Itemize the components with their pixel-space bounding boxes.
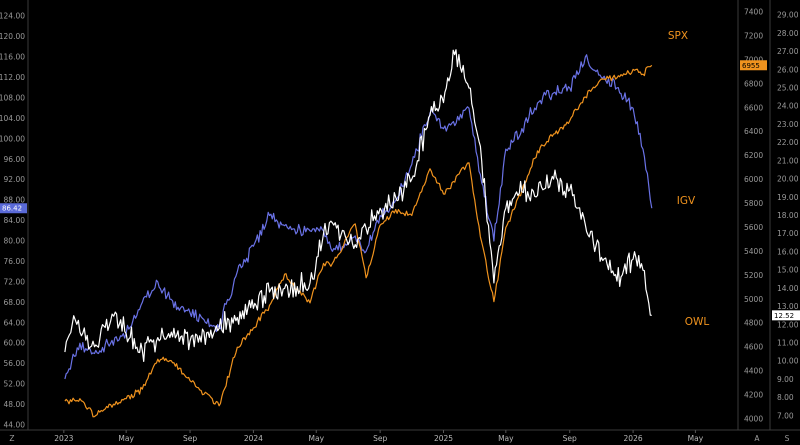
mid-axis-tick: 5600	[744, 223, 763, 232]
mid-axis-tick: 6800	[744, 79, 763, 88]
right-axis-tick: 9.00	[777, 375, 794, 384]
left-axis-tick: 64.00	[4, 318, 26, 327]
x-tick-label: May	[309, 434, 325, 443]
x-tick-label: 2025	[434, 434, 453, 443]
mid-axis-tick: 6000	[744, 175, 763, 184]
right-axis-tick: 15.00	[777, 266, 799, 275]
left-axis-tick: 52.00	[4, 380, 26, 389]
right-axis-tick: 18.00	[777, 211, 799, 220]
series-label-owl: OWL	[685, 316, 710, 328]
right-axis-tick: 17.00	[777, 229, 799, 238]
left-axis-tick: 84.00	[4, 216, 26, 225]
x-tick-label: May	[498, 434, 514, 443]
x-tick-label: May	[688, 434, 704, 443]
left-last-value-badge: 86.42	[2, 205, 22, 213]
mid-axis-tick: 5000	[744, 295, 763, 304]
right-last-value-badge-bg	[772, 310, 800, 321]
x-tick-label: May	[118, 434, 134, 443]
right-axis-tick: 14.00	[777, 284, 799, 293]
left-axis-tick: 92.00	[4, 175, 26, 184]
x-tick-label: 2024	[244, 434, 263, 443]
mid-axis-tick: 4800	[744, 319, 763, 328]
x-tick-label: 2023	[54, 434, 73, 443]
right-corner-label-a: A	[754, 434, 760, 443]
mid-axis-ticks: 7400 7200 7000 6800 6600 6400 6200 6000 5800 5600…	[744, 7, 763, 423]
right-axis-tick: 12.00	[777, 320, 799, 329]
series-line-owl	[64, 49, 652, 362]
mid-axis-tick: 7000	[744, 55, 763, 64]
left-axis-tick: 56.00	[4, 359, 26, 368]
right-axis-tick: 21.00	[777, 156, 799, 165]
left-axis-tick: 68.00	[4, 298, 26, 307]
right-axis-tick: 29.00	[777, 11, 799, 20]
series-label-igv: IGV	[677, 195, 696, 207]
left-axis-tick: 116.00	[0, 53, 25, 62]
left-last-value-badge-bg	[0, 203, 27, 214]
mid-axis-tick: 6400	[744, 127, 763, 136]
right-axis-tick: 10.00	[777, 357, 799, 366]
mid-axis-tick: 6600	[744, 103, 763, 112]
right-axis-tick: 22.00	[777, 138, 799, 147]
right-axis-tick: 13.00	[777, 302, 799, 311]
left-axis-tick: 88.00	[4, 196, 26, 205]
left-axis-tick: 96.00	[4, 155, 26, 164]
right-axis-tick: 7.00	[777, 411, 794, 420]
right-axis-tick: 24.00	[777, 102, 799, 111]
left-axis-tick: 104.00	[0, 114, 25, 123]
mid-axis-tick: 5400	[744, 247, 763, 256]
right-axis-tick: 23.00	[777, 120, 799, 129]
last-value-badges: 86.42 6955 12.52	[0, 60, 800, 321]
left-axis-tick: 76.00	[4, 257, 26, 266]
mid-axis-tick: 4400	[744, 367, 763, 376]
left-axis-tick: 44.00	[4, 421, 26, 430]
right-axis-tick: 16.00	[777, 247, 799, 256]
left-axis-tick: 100.00	[0, 134, 25, 143]
series-labels: SPX IGV OWL	[668, 30, 709, 328]
mid-axis-tick: 6200	[744, 151, 763, 160]
left-axis-tick: 80.00	[4, 237, 26, 246]
mid-axis-tick: 5800	[744, 199, 763, 208]
right-axis-tick: 26.00	[777, 65, 799, 74]
series-label-spx: SPX	[668, 30, 688, 42]
mid-axis-tick: 4200	[744, 391, 763, 400]
right-axis-tick: 28.00	[777, 29, 799, 38]
right-last-value-badge: 12.52	[774, 312, 794, 320]
mid-last-value-badge-bg	[740, 60, 767, 71]
left-axis-tick: 120.00	[0, 32, 25, 41]
x-tick-label: Sep	[563, 434, 577, 443]
x-tick-label: 2026	[624, 434, 643, 443]
left-axis-tick: 72.00	[4, 277, 26, 286]
left-axis-tick: 60.00	[4, 339, 26, 348]
mid-axis-tick: 4600	[744, 343, 763, 352]
right-axis-tick: 20.00	[777, 175, 799, 184]
x-tick-label: Sep	[373, 434, 387, 443]
right-corner-label-b: S	[785, 434, 790, 443]
right-axis-ticks: 29.00 28.00 27.00 26.00 25.00 24.00 23.00 22.00…	[777, 11, 799, 421]
mid-axis-tick: 4000	[744, 415, 763, 424]
mid-axis-tick: 7400	[744, 7, 763, 16]
left-axis-tick: 108.00	[0, 93, 25, 102]
mid-axis-tick: 7200	[744, 31, 763, 40]
left-axis-tick: 48.00	[4, 400, 26, 409]
mid-axis-tick: 5200	[744, 271, 763, 280]
series-line-igv	[64, 54, 653, 380]
x-tick-label: Sep	[183, 434, 197, 443]
x-axis-ticks: 2023 May Sep 2024 May Sep 2025 May Sep 2026 May	[54, 430, 704, 443]
series-line-spx	[64, 64, 653, 418]
left-axis-tick: 112.00	[0, 73, 25, 82]
right-axis-tick: 11.00	[777, 339, 799, 348]
right-axis-tick: 25.00	[777, 83, 799, 92]
right-axis-tick: 27.00	[777, 47, 799, 56]
right-axis-tick: 19.00	[777, 193, 799, 202]
left-corner-label: Z	[9, 434, 14, 443]
left-axis-tick: 124.00	[0, 12, 25, 21]
left-axis-ticks: 124.00 120.00 116.00 112.00 108.00 104.00 100.…	[0, 12, 25, 430]
mid-last-value-badge: 6955	[742, 62, 760, 70]
right-axis-tick: 8.00	[777, 393, 794, 402]
series-layer	[64, 49, 653, 418]
